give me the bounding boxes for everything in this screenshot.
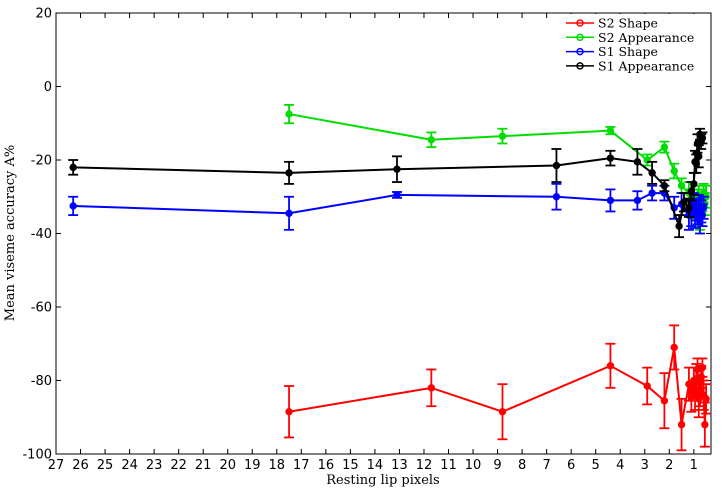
x-tick-label: 11 [440,458,457,473]
x-tick-label: 7 [542,458,550,473]
x-tick-label: 16 [318,458,335,473]
x-tick-label: 1 [690,458,698,473]
data-point [393,165,401,173]
x-axis-title: Resting lip pixels [326,473,439,488]
data-point [393,191,401,199]
legend-item-s1-shape: S1 Shape [566,44,658,59]
legend-item-s2-shape: S2 Shape [566,16,658,31]
data-point [677,182,686,190]
data-point [606,154,615,162]
data-point [670,167,678,175]
x-tick-label: 13 [391,458,408,473]
x-tick-label: 21 [195,458,212,473]
y-tick-labels: 20 0 -20 -40 -60 -80 -100 [22,7,52,463]
legend-item-s1-appearance: S1 Appearance [566,58,694,73]
x-tick-label: 15 [342,458,359,473]
plot-area [55,12,712,455]
data-point [690,180,698,188]
x-tick-label: 8 [518,458,526,473]
legend-label: S2 Appearance [598,30,694,45]
y-axis-title: Mean viseme accuracy A% [3,145,18,321]
legend-label: S2 Shape [598,16,658,31]
x-tick-label: 26 [72,458,89,473]
data-point [498,132,507,140]
legend-item-s2-appearance: S2 Appearance [566,30,694,45]
data-point [427,136,436,144]
y-tick-label: -60 [31,301,52,316]
data-point [670,343,678,352]
x-tick-label: 5 [592,458,600,473]
y-tick-label: -80 [31,374,52,389]
y-tick-label: -20 [31,154,52,169]
x-tick-label: 20 [219,458,236,473]
data-point [701,420,709,429]
x-tick-label: 12 [416,458,433,473]
data-point [648,189,656,197]
series-s2-shape [284,324,712,452]
data-point [675,222,683,230]
data-point [677,420,686,429]
data-point [69,202,77,210]
x-tick-label: 4 [616,458,624,473]
x-tick-label: 2 [665,458,673,473]
x-tick-label: 18 [269,458,286,473]
x-tick-label: 27 [48,458,65,473]
data-point [606,126,615,135]
legend-swatch-marker [576,62,584,70]
data-point [69,163,77,172]
legend-swatch-marker [576,47,584,56]
data-point [498,408,507,416]
data-point [606,362,615,370]
x-tick-label: 19 [244,458,261,473]
data-point [685,204,693,212]
axis-ticks [55,12,711,455]
data-point [702,395,710,403]
data-point [285,110,293,118]
legend-box [561,14,709,74]
x-tick-label: 24 [121,458,138,473]
data-point [643,382,651,390]
data-point [552,193,561,201]
x-tick-label: 25 [97,458,114,473]
x-tick-label: 17 [293,458,310,473]
data-point [633,158,642,166]
y-tick-label: -40 [31,227,52,242]
x-tick-label: 6 [567,458,575,473]
y-tick-label: 20 [35,7,52,22]
data-point [695,152,703,161]
x-tick-labels: 27 26 25 24 23 22 21 20 19 18 17 16 15 14 13 12 11 10 9 8 7 6… [48,458,698,473]
data-point [606,196,615,205]
x-tick-label: 9 [493,458,501,473]
series-s1-appearance [68,127,708,239]
data-point [633,196,642,205]
data-point [660,182,669,190]
data-point [552,161,561,170]
series-layer [68,103,712,452]
data-point [698,211,707,219]
data-point [680,198,688,206]
x-tick-label: 14 [367,458,384,473]
data-point [285,209,293,217]
legend-swatch-marker [576,33,584,42]
data-point [698,363,707,372]
x-tick-label: 23 [146,458,163,473]
data-point [698,134,707,142]
data-point [427,384,436,392]
legend-swatch-marker [576,19,584,27]
data-point [699,204,708,212]
x-tick-label: 3 [641,458,649,473]
data-point [285,408,293,416]
y-tick-label: 0 [44,80,52,95]
data-point [648,169,656,177]
y-tick-label: -100 [22,448,52,463]
legend-label: S1 Appearance [598,58,694,73]
data-point [660,397,669,405]
data-point [285,169,293,177]
legend-label: S1 Shape [598,44,658,59]
x-tick-label: 22 [170,458,187,473]
x-tick-label: 10 [465,458,482,473]
data-point [660,143,669,151]
